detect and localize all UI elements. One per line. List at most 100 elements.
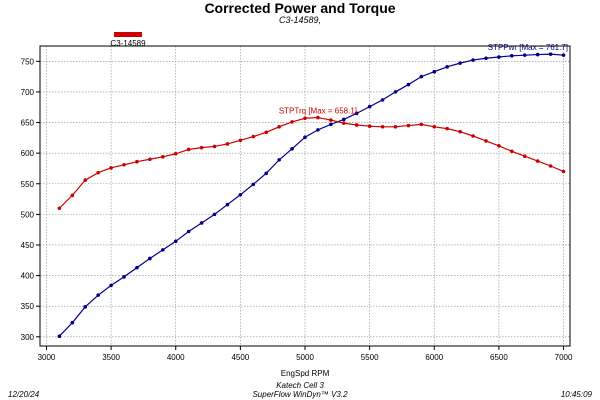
stptrq-point [329, 118, 333, 122]
x-tick-label: 7000 [555, 353, 573, 362]
stppwr-point [406, 82, 411, 87]
stppwr-point [445, 65, 449, 69]
x-axis-label: EngSpd RPM [281, 369, 330, 378]
stptrq-point [510, 149, 514, 154]
stppwr-point [135, 265, 139, 270]
stppwr-point [199, 221, 204, 225]
y-tick-label: 550 [21, 180, 35, 189]
grid-layer [40, 46, 570, 346]
x-tick-label: 5000 [296, 353, 314, 362]
stppwr-point [212, 212, 217, 217]
stptrq-point [96, 170, 100, 175]
stptrq-point [548, 164, 553, 168]
y-tick-label: 700 [21, 88, 35, 97]
stppwr-point [367, 104, 372, 109]
stptrq-point [393, 125, 398, 129]
y-tick-label: 450 [21, 241, 35, 250]
stppwr-point [57, 334, 62, 339]
stptrq-max-label: STPTrq [Max = 658.1] [279, 107, 357, 116]
stptrq-point [303, 116, 307, 121]
y-tick-label: 500 [21, 210, 35, 219]
stppwr-point [148, 256, 152, 261]
stppwr-point [497, 55, 501, 59]
stptrq-point [432, 125, 437, 129]
stppwr-max-label: STPPwr [Max = 761.7] [488, 43, 568, 52]
stptrq-point [173, 151, 178, 156]
stptrq-point [484, 139, 488, 143]
stppwr-point [251, 182, 256, 187]
stppwr-point [290, 147, 294, 151]
stppwr-point [70, 320, 75, 325]
y-tick-label: 300 [21, 333, 35, 342]
stppwr-point [471, 58, 475, 62]
stptrq-point [341, 121, 346, 125]
stppwr-point [522, 53, 527, 57]
y-tick-label: 650 [21, 119, 35, 128]
stptrq-point [419, 122, 424, 127]
series-layer [57, 52, 566, 339]
stptrq-point [199, 145, 204, 150]
stppwr-point [419, 74, 424, 79]
footer-software: SuperFlow WinDyn™ V3.2 [252, 390, 348, 399]
chart-subtitle: C3-14589, [278, 15, 322, 25]
stptrq-point [406, 123, 411, 128]
x-tick-label: 6500 [490, 353, 508, 362]
stppwr-point [548, 52, 553, 56]
x-tick-label: 3500 [102, 353, 120, 362]
stptrq-point [277, 125, 281, 129]
stptrq-point [535, 159, 540, 163]
stptrq-point [186, 147, 191, 152]
stppwr-point [316, 128, 320, 132]
stppwr-point [303, 135, 307, 140]
plot-frame [39, 45, 571, 347]
y-tick-label: 600 [21, 149, 35, 158]
stptrq-point [251, 134, 256, 139]
stppwr-point [380, 98, 385, 102]
stptrq-point [354, 123, 359, 127]
stppwr-point [458, 61, 462, 65]
stppwr-point [238, 192, 243, 197]
stptrq-point [264, 130, 269, 135]
y-tick-label: 350 [21, 302, 35, 311]
stptrq-line [58, 116, 564, 209]
footer-date: 12/20/24 [8, 390, 40, 399]
legend-swatch [114, 32, 142, 37]
stppwr-line [58, 53, 564, 337]
legend-label: C3-14589 [110, 39, 146, 48]
stppwr-point [173, 239, 178, 244]
stptrq-point [122, 162, 126, 167]
stptrq-point [57, 206, 62, 211]
x-tick-label: 4000 [167, 353, 185, 362]
stppwr-point [510, 53, 514, 58]
stppwr-point [83, 305, 88, 309]
footer-time: 10:45:09 [560, 390, 592, 399]
y-tick-label: 750 [21, 57, 35, 66]
axis-layer: 3000 3500 4000 4500 5000 5500 6000 6500 7000 300 3… [21, 57, 573, 362]
stppwr-point [109, 283, 113, 288]
stppwr-point [535, 52, 540, 57]
stppwr-point [341, 117, 346, 122]
stptrq-point [70, 193, 75, 198]
y-tick-label: 400 [21, 272, 35, 281]
stptrq-point [161, 155, 165, 159]
stppwr-point [277, 158, 281, 162]
stptrq-point [148, 157, 152, 162]
stptrq-point [225, 142, 230, 146]
stppwr-point [393, 90, 398, 94]
x-tick-label: 5500 [361, 353, 379, 362]
stptrq-point [561, 169, 566, 174]
stptrq-point [135, 159, 139, 164]
stptrq-point [238, 138, 243, 143]
stptrq-point [471, 134, 475, 138]
stptrq-point [83, 178, 88, 182]
annotation-layer: STPPwr [Max = 761.7] STPTrq [Max = 658.1] [279, 43, 568, 115]
stptrq-point [109, 166, 113, 170]
stptrq-point [212, 144, 217, 149]
x-tick-label: 3000 [38, 353, 56, 362]
x-tick-label: 6000 [425, 353, 443, 362]
stppwr-point [122, 275, 126, 279]
chart-title: Corrected Power and Torque [204, 0, 396, 16]
stppwr-point [264, 171, 269, 176]
x-tick-label: 4500 [231, 353, 249, 362]
